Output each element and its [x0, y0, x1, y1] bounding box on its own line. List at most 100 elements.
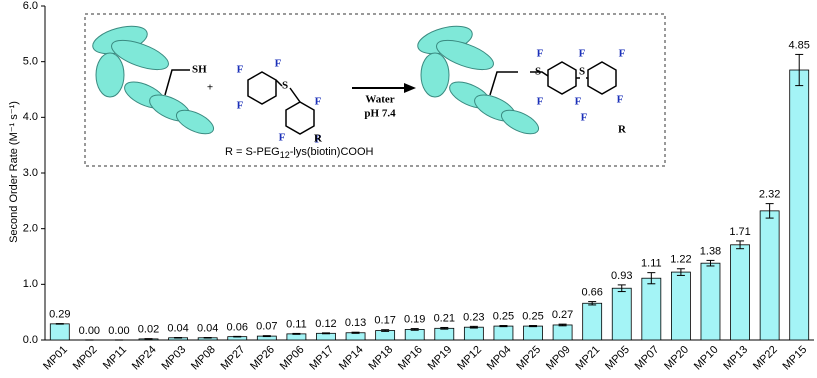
bar	[671, 271, 691, 341]
condition-ph: pH 7.4	[364, 108, 396, 120]
x-tick-label: MP08	[189, 344, 218, 373]
inset: SH + Water pH 7.4 R = S-PEG12-lys(biotin…	[84, 13, 666, 167]
x-tick-label: MP14	[337, 344, 366, 373]
value-label: 0.02	[138, 324, 159, 336]
value-label: 0.00	[79, 325, 100, 337]
fluorine-label: F	[275, 58, 282, 70]
bar	[375, 330, 396, 341]
x-tick-label: MP13	[721, 344, 750, 373]
bar	[611, 287, 632, 341]
x-tick-label: MP15	[781, 344, 810, 373]
fluorine-label: F	[579, 48, 586, 60]
y-tick-label: 3.0	[23, 167, 38, 179]
bar	[730, 244, 750, 341]
r-group-label: R = S-PEG12-lys(biotin)COOH	[225, 146, 374, 160]
x-tick-label: MP05	[603, 344, 632, 373]
sulfur-label: S	[579, 66, 585, 78]
x-tick-label: MP17	[307, 344, 336, 373]
fluorine-label: F	[619, 48, 626, 60]
x-tick-label: MP02	[71, 344, 100, 373]
value-label: 0.93	[611, 270, 632, 282]
error-bar	[588, 301, 597, 306]
helix-right	[417, 25, 540, 135]
fluorine-label: F	[237, 64, 244, 76]
value-label: 4.85	[789, 39, 810, 51]
x-tick-label: MP25	[514, 344, 543, 373]
fluorine-label: F	[581, 112, 588, 124]
plus-sign: +	[207, 82, 213, 94]
error-bar	[706, 259, 715, 267]
value-label: 1.71	[729, 226, 750, 238]
error-bar	[233, 335, 242, 338]
value-label: 0.66	[581, 286, 602, 298]
bar	[49, 323, 70, 341]
helix-left	[92, 25, 215, 135]
fluorine-label: F	[617, 94, 624, 106]
fluorine-label: F	[315, 96, 322, 108]
y-tick-label: 1.0	[23, 278, 38, 290]
r-group-subscript: 12	[280, 150, 290, 160]
x-tick-label: MP01	[41, 344, 70, 373]
r-group-text: R = S-PEG	[225, 146, 280, 158]
x-tick-label: MP12	[455, 344, 484, 373]
error-bar	[469, 325, 478, 329]
error-bar	[351, 331, 360, 334]
y-tick-label: 0.0	[23, 334, 38, 346]
x-tick-label: MP26	[248, 344, 277, 373]
value-label: 0.06	[227, 321, 248, 333]
condition-solvent: Water	[365, 94, 394, 106]
r-label: R	[314, 133, 323, 145]
error-bar	[381, 329, 390, 332]
error-bar	[174, 336, 183, 339]
value-label: 1.22	[670, 254, 691, 266]
error-bar	[529, 325, 538, 328]
error-bar	[617, 284, 626, 293]
x-tick-label: MP24	[130, 344, 159, 373]
x-tick-label: MP19	[426, 344, 455, 373]
value-label: 1.11	[641, 258, 662, 270]
bar	[582, 302, 603, 341]
r-group-text: -lys(biotin)COOH	[290, 146, 374, 158]
fluorine-label: F	[537, 48, 544, 60]
x-tick-label: MP11	[101, 344, 129, 372]
error-bar	[262, 335, 271, 338]
error-bar	[203, 336, 212, 339]
error-bar	[144, 338, 153, 340]
bar	[789, 69, 810, 341]
r-label: R	[618, 124, 627, 136]
bar	[345, 332, 366, 341]
y-tick-label: 5.0	[23, 56, 38, 68]
bar	[404, 329, 425, 341]
bar	[463, 326, 484, 341]
value-label: 0.04	[167, 322, 188, 334]
fluorine-label: F	[575, 96, 582, 108]
y-axis-title: Second Order Rate (M⁻¹ s⁻¹)	[8, 101, 20, 243]
bar	[493, 325, 514, 341]
value-label: 0.25	[522, 310, 543, 322]
x-tick-label: MP22	[751, 344, 780, 373]
fluorine-label: F	[237, 100, 244, 112]
error-bar	[736, 240, 745, 250]
bar	[759, 210, 780, 341]
error-bar	[499, 325, 508, 328]
fluorine-label: F	[315, 134, 322, 146]
thiol-label: SH	[192, 64, 207, 76]
error-bar	[795, 53, 804, 87]
error-bar	[55, 323, 64, 325]
value-label: 0.27	[552, 309, 573, 321]
x-tick-label: MP09	[544, 344, 573, 373]
error-bar	[676, 268, 685, 276]
value-label: 0.19	[404, 313, 425, 325]
value-label: 0.07	[256, 321, 277, 333]
value-label: 1.38	[700, 245, 721, 257]
x-tick-label: MP04	[485, 344, 514, 373]
sulfur-label: S	[535, 66, 541, 78]
error-bar	[292, 332, 301, 335]
x-tick-label: MP16	[396, 344, 425, 373]
error-bar	[765, 203, 774, 219]
x-tick-label: MP21	[574, 344, 603, 373]
fluorine-label: F	[537, 96, 544, 108]
value-label: 2.32	[759, 189, 780, 201]
x-tick-label: MP03	[159, 344, 188, 373]
